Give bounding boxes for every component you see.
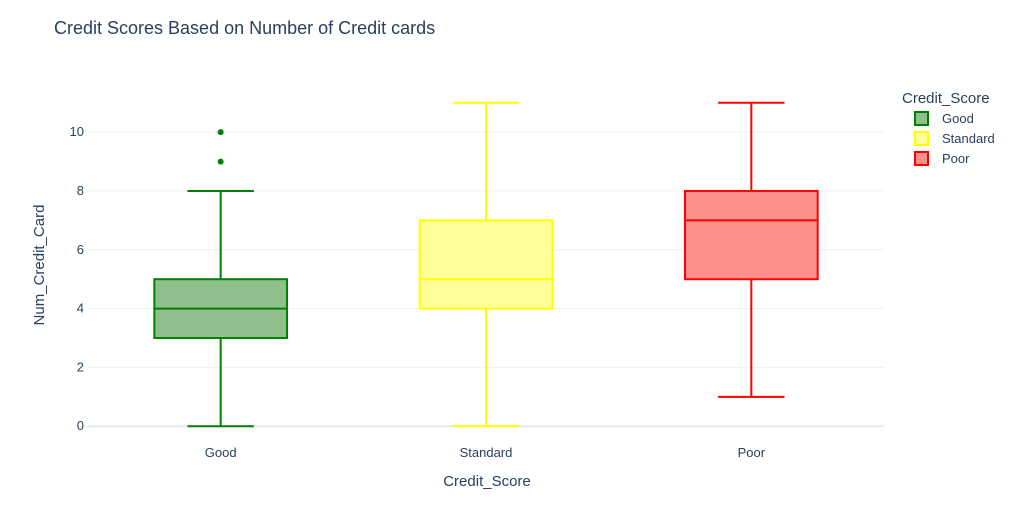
y-tick-label: 2 <box>77 359 84 374</box>
y-tick-label: 8 <box>77 183 84 198</box>
legend-label: Poor <box>942 151 970 166</box>
x-tick-label: Poor <box>738 445 766 460</box>
legend-item-standard[interactable]: Standard <box>914 131 995 146</box>
iqr-box <box>684 189 819 281</box>
legend-title: Credit_Score <box>902 90 990 107</box>
legend-swatch <box>914 131 929 146</box>
outlier-point <box>217 158 224 165</box>
boxes <box>153 101 819 428</box>
y-tick-label: 4 <box>77 301 84 316</box>
legend-label: Standard <box>942 131 995 146</box>
y-tick-label: 6 <box>77 242 84 257</box>
chart-title: Credit Scores Based on Number of Credit … <box>54 18 435 38</box>
box-poor <box>684 101 819 398</box>
x-axis-ticks: Good Standard Poor <box>205 445 766 460</box>
legend-item-poor[interactable]: Poor <box>914 151 970 166</box>
x-tick-label: Standard <box>460 445 513 460</box>
y-axis-title: Num_Credit_Card <box>31 205 48 326</box>
legend[interactable]: Credit_Score Good Standard Poor <box>902 90 995 166</box>
y-tick-label: 10 <box>70 124 84 139</box>
box-standard <box>418 101 554 428</box>
legend-label: Good <box>942 111 974 126</box>
x-axis-title: Credit_Score <box>443 473 531 490</box>
iqr-box <box>418 219 554 310</box>
box-good <box>153 129 288 428</box>
legend-swatch <box>914 111 929 126</box>
y-tick-label: 0 <box>77 418 84 433</box>
x-tick-label: Good <box>205 445 237 460</box>
outlier-point <box>217 129 224 136</box>
legend-item-good[interactable]: Good <box>914 111 974 126</box>
legend-swatch <box>914 151 929 166</box>
y-axis-ticks: 0 2 4 6 8 10 <box>70 124 84 433</box>
